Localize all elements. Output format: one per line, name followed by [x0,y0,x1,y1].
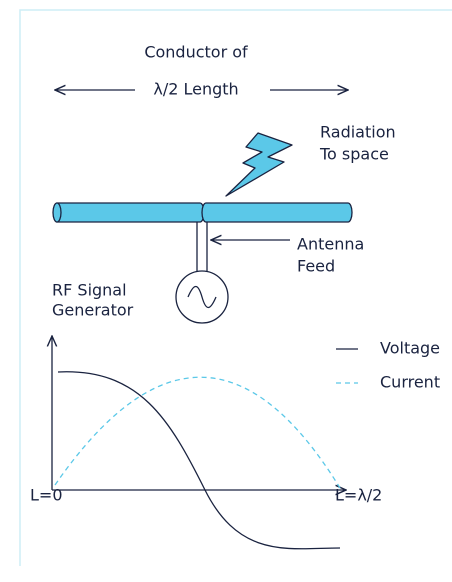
conductor-label: Conductor of [144,43,248,62]
voltage-curve [57,371,341,550]
dipole [52,202,353,223]
conductor-length: λ/2 Length [153,80,238,99]
legend-voltage: Voltage [380,339,440,358]
axis-end-label: L=λ/2 [335,486,382,505]
feed-label: Feed [297,257,335,276]
radiation-label: Radiation [320,123,396,142]
feed-lines [175,222,229,324]
lightning [225,132,293,197]
current-curve [54,376,341,489]
feed-label: Antenna [297,235,364,254]
generator-label: Generator [52,301,134,320]
legend-current: Current [380,373,440,392]
radiation-label: To space [319,145,389,164]
frame [19,9,452,566]
generator-label: RF Signal [52,281,127,300]
axis-start-label: L=0 [30,486,63,505]
